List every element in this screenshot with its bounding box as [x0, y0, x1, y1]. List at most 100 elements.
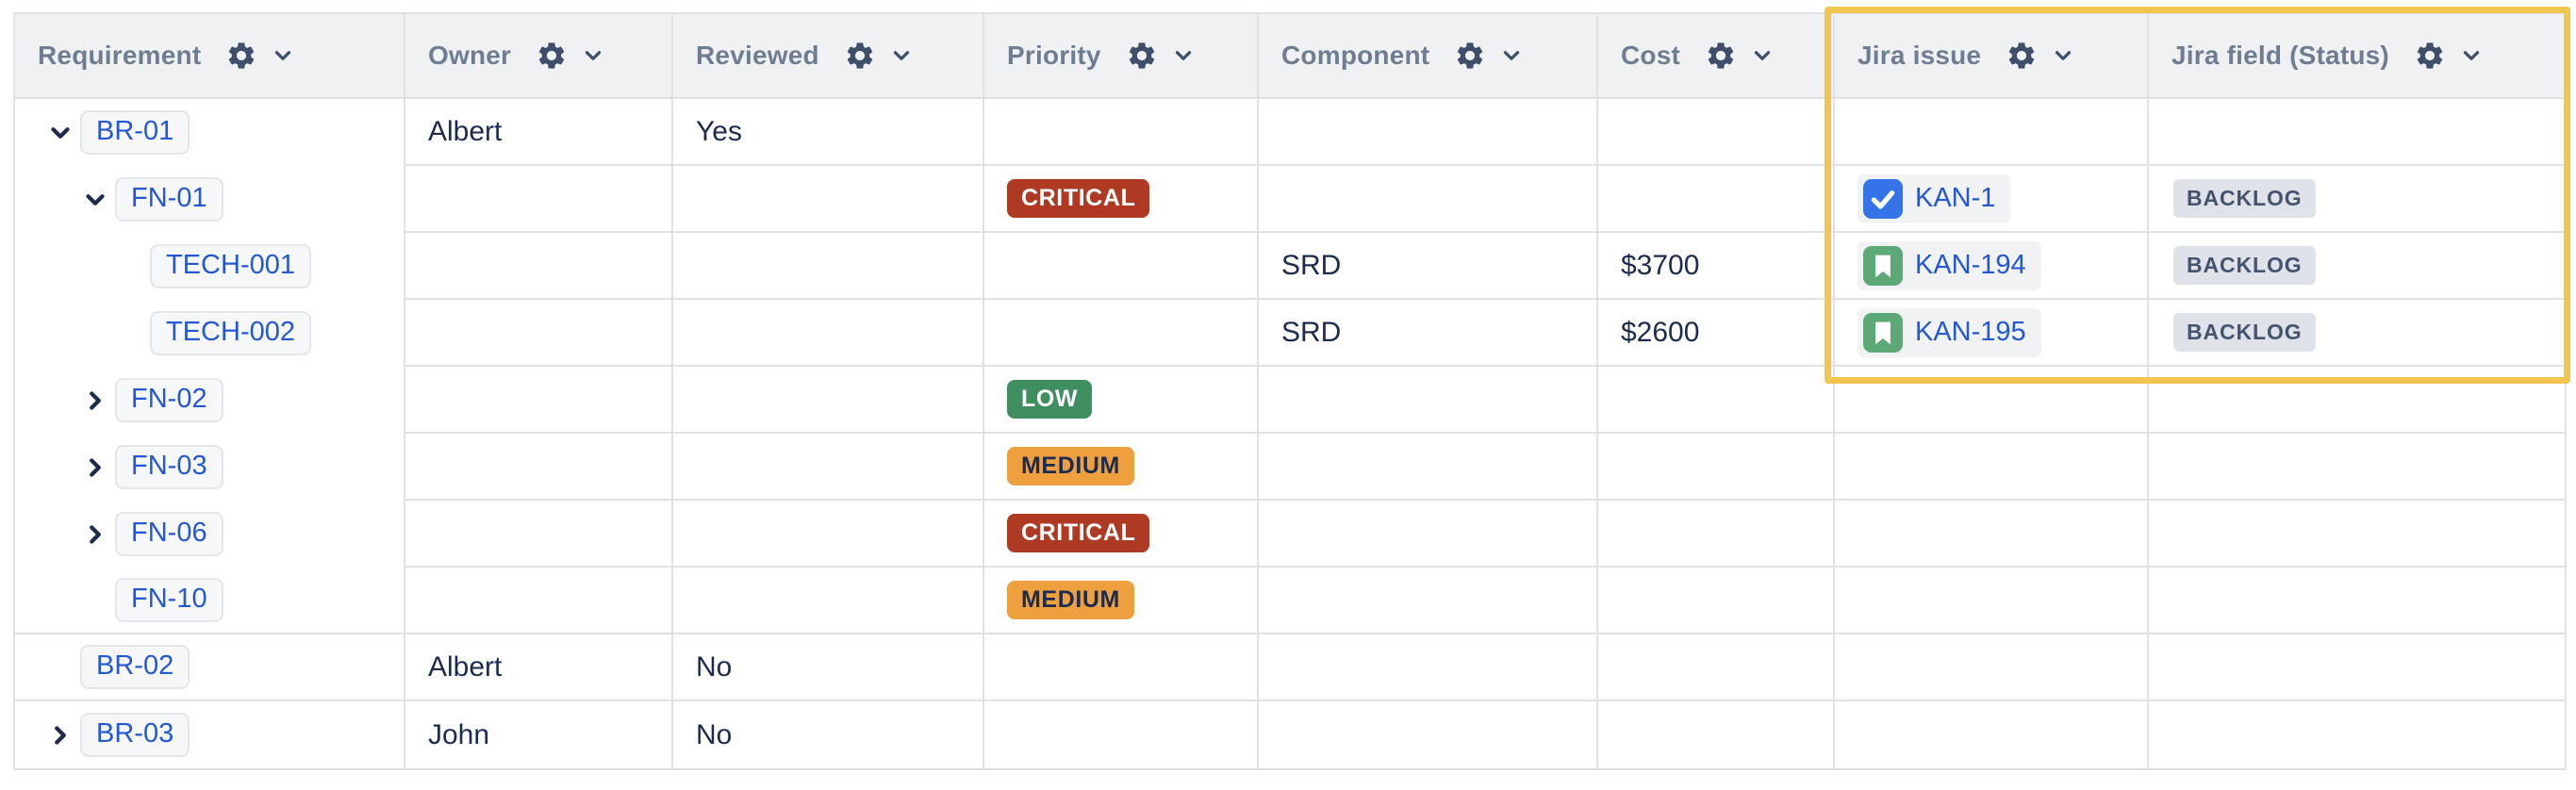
table-row: FN-02 LOW: [15, 367, 2565, 434]
cell-priority: [984, 634, 1259, 701]
chevron-right-icon[interactable]: [79, 452, 111, 484]
reviewed-value: No: [696, 718, 733, 750]
cell-requirement: FN-10: [15, 568, 405, 634]
gear-icon[interactable]: [1705, 40, 1737, 72]
cell-priority: MEDIUM: [984, 568, 1259, 634]
cell-cost: [1598, 367, 1835, 434]
cell-priority: [984, 233, 1259, 300]
cell-requirement: BR-02: [15, 634, 405, 701]
gear-icon[interactable]: [536, 40, 568, 72]
chevron-down-icon[interactable]: [79, 184, 111, 216]
column-header-label: Requirement: [38, 41, 202, 70]
requirement-link[interactable]: FN-02: [115, 378, 223, 422]
cell-jira_field_status: BACKLOG: [2149, 166, 2565, 233]
cell-component: [1259, 501, 1598, 568]
cell-cost: [1598, 434, 1835, 501]
gear-icon[interactable]: [1454, 40, 1486, 72]
chevron-down-icon[interactable]: [2051, 43, 2075, 68]
chevron-right-icon[interactable]: [79, 518, 111, 551]
table-row: FN-03 MEDIUM: [15, 434, 2565, 501]
toggle-spacer: [114, 318, 146, 350]
chevron-down-icon[interactable]: [2459, 43, 2484, 68]
cell-reviewed: [673, 568, 984, 634]
priority-badge: LOW: [1007, 380, 1093, 419]
priority-badge: MEDIUM: [1007, 447, 1134, 486]
chevron-right-icon[interactable]: [79, 385, 111, 417]
cell-requirement: BR-01: [15, 99, 405, 166]
cell-jira_field_status: [2149, 501, 2565, 568]
cell-owner: [405, 367, 673, 434]
requirement-link[interactable]: BR-02: [80, 645, 190, 689]
requirement-link[interactable]: FN-01: [115, 177, 223, 222]
cell-requirement: FN-06: [15, 501, 405, 568]
column-header-label: Jira issue: [1858, 41, 1982, 70]
jira-issue-link[interactable]: KAN-1: [1858, 173, 2011, 223]
toggle-spacer: [114, 251, 146, 283]
gear-icon[interactable]: [1126, 40, 1158, 72]
column-header-jira_field_status[interactable]: Jira field (Status): [2149, 14, 2565, 99]
jira-issue-link[interactable]: KAN-195: [1858, 307, 2041, 357]
requirement-link[interactable]: FN-03: [115, 445, 223, 489]
gear-icon[interactable]: [2006, 40, 2038, 72]
story-bookmark-icon: [1863, 245, 1903, 286]
jira-issue-key: KAN-195: [1915, 317, 2026, 347]
cell-priority: MEDIUM: [984, 434, 1259, 501]
chevron-down-icon[interactable]: [44, 117, 76, 149]
story-bookmark-icon: [1863, 312, 1903, 353]
cell-priority: CRITICAL: [984, 166, 1259, 233]
priority-badge: CRITICAL: [1007, 514, 1150, 552]
column-header-jira_issue[interactable]: Jira issue: [1835, 14, 2149, 99]
jira-status-badge: BACKLOG: [2173, 313, 2316, 352]
cell-jira_field_status: [2149, 99, 2565, 166]
cell-component: [1259, 367, 1598, 434]
column-header-priority[interactable]: Priority: [984, 14, 1259, 99]
chevron-down-icon[interactable]: [581, 43, 605, 68]
task-checkbox-icon: [1863, 178, 1903, 219]
cell-requirement: FN-02: [15, 367, 405, 434]
cell-cost: [1598, 701, 1835, 768]
cell-reviewed: [673, 233, 984, 300]
table-row: FN-10 MEDIUM: [15, 568, 2565, 634]
cell-jira_field_status: [2149, 634, 2565, 701]
jira-issue-key: KAN-194: [1915, 250, 2026, 280]
cell-priority: CRITICAL: [984, 501, 1259, 568]
cell-jira_issue: [1835, 634, 2149, 701]
chevron-down-icon[interactable]: [1171, 43, 1196, 68]
cell-reviewed: No: [673, 701, 984, 768]
cell-requirement: BR-03: [15, 701, 405, 768]
column-header-owner[interactable]: Owner: [405, 14, 673, 99]
toggle-spacer: [79, 584, 111, 617]
chevron-down-icon[interactable]: [1750, 43, 1775, 68]
cell-reviewed: [673, 434, 984, 501]
column-header-label: Priority: [1007, 41, 1101, 70]
chevron-down-icon[interactable]: [1499, 43, 1524, 68]
owner-value: Albert: [428, 115, 503, 147]
requirement-link[interactable]: BR-03: [80, 713, 190, 757]
cell-owner: Albert: [405, 99, 673, 166]
gear-icon[interactable]: [2414, 40, 2446, 72]
column-header-label: Component: [1281, 41, 1430, 70]
cell-reviewed: [673, 166, 984, 233]
chevron-down-icon[interactable]: [889, 43, 914, 68]
requirement-link[interactable]: TECH-002: [150, 311, 311, 355]
column-header-requirement[interactable]: Requirement: [15, 14, 405, 99]
cell-jira_issue: KAN-194: [1835, 233, 2149, 300]
requirement-link[interactable]: TECH-001: [150, 244, 311, 288]
requirement-link[interactable]: FN-06: [115, 512, 223, 556]
chevron-down-icon[interactable]: [271, 43, 295, 68]
gear-icon[interactable]: [225, 40, 257, 72]
requirement-link[interactable]: FN-10: [115, 578, 223, 622]
cell-component: [1259, 99, 1598, 166]
column-header-reviewed[interactable]: Reviewed: [673, 14, 984, 99]
chevron-right-icon[interactable]: [44, 719, 76, 751]
column-header-cost[interactable]: Cost: [1598, 14, 1835, 99]
jira-issue-link[interactable]: KAN-194: [1858, 240, 2041, 290]
cell-jira_field_status: [2149, 367, 2565, 434]
column-header-component[interactable]: Component: [1259, 14, 1598, 99]
cell-owner: [405, 501, 673, 568]
cell-requirement: TECH-001: [15, 233, 405, 300]
requirement-link[interactable]: BR-01: [80, 110, 190, 155]
cell-jira_field_status: BACKLOG: [2149, 300, 2565, 367]
gear-icon[interactable]: [844, 40, 876, 72]
cell-jira_issue: [1835, 501, 2149, 568]
